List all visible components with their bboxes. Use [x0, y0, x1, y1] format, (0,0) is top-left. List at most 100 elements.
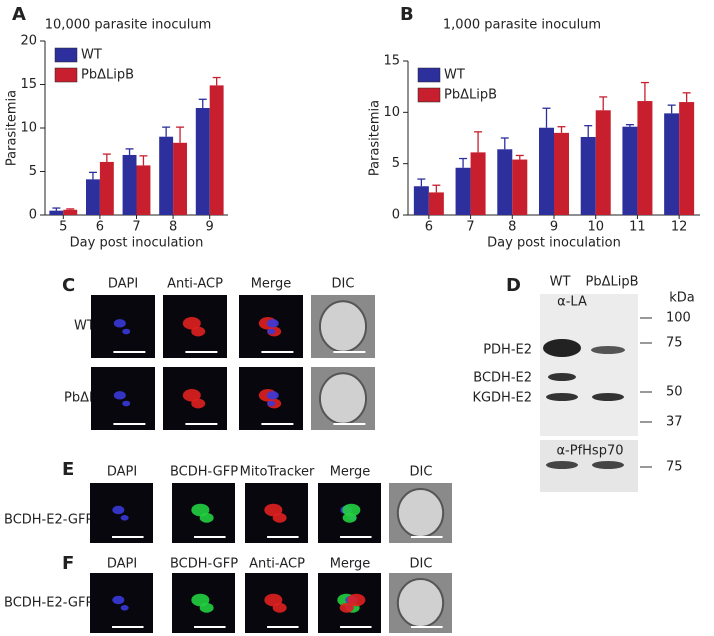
bar [413, 186, 429, 215]
bar [595, 110, 611, 215]
y-tick-label: 15 [20, 77, 37, 92]
bar [497, 149, 513, 215]
lane-label: WT [550, 275, 571, 290]
y-tick-label: 10 [383, 105, 400, 120]
bar [539, 127, 554, 215]
band-label: BCDH-E2 [473, 371, 532, 386]
y-tick-label: 0 [29, 208, 37, 223]
band [592, 461, 624, 469]
x-tick-label: 9 [206, 220, 214, 235]
x-tick-label: 7 [466, 220, 474, 235]
signal [342, 512, 357, 523]
y-tick-label: 15 [383, 54, 400, 69]
signal [191, 398, 206, 409]
column-label: DIC [410, 465, 433, 480]
legend-label: PbΔLipB [444, 88, 497, 103]
y-tick-label: 5 [392, 156, 400, 171]
bar [455, 167, 471, 215]
column-label: DIC [332, 277, 355, 292]
band [546, 393, 578, 401]
bar [554, 132, 569, 215]
marker: 50 [666, 385, 683, 400]
bar [428, 192, 444, 215]
chart-title: 1,000 parasite inoculum [443, 18, 601, 33]
y-tick-label: 5 [29, 164, 37, 179]
signal [122, 400, 131, 407]
signal [199, 512, 214, 523]
column-label: DAPI [107, 557, 137, 572]
signal [266, 391, 279, 400]
y-tick-label: 10 [20, 121, 37, 136]
x-tick-label: 9 [550, 220, 558, 235]
row-label: BCDH-E2-GFP [4, 596, 93, 611]
panel-label: F [62, 553, 74, 574]
y-axis-label: Parasitemia [5, 90, 20, 166]
band-label: KGDH-E2 [472, 391, 532, 406]
band [548, 373, 576, 381]
signal [112, 505, 125, 515]
panel-label: D [506, 275, 521, 296]
band [592, 393, 624, 401]
panel-label: E [62, 459, 74, 480]
y-tick-label: 0 [392, 208, 400, 223]
marker: 100 [666, 311, 691, 326]
signal [182, 389, 201, 402]
x-tick-label: 11 [629, 220, 646, 235]
signal [342, 503, 361, 517]
bar [63, 209, 78, 215]
bar [49, 210, 64, 215]
signal [182, 317, 201, 330]
signal [272, 602, 287, 613]
legend-label: WT [444, 68, 465, 83]
panel-label: A [12, 4, 26, 25]
bar [159, 136, 174, 215]
x-tick-label: 5 [59, 220, 67, 235]
column-label: Merge [330, 557, 371, 572]
cell [396, 578, 445, 628]
column-label: MitoTracker [240, 465, 315, 480]
signal [113, 391, 126, 400]
marker: 75 [666, 460, 683, 475]
x-axis-label: Day post inoculation [70, 236, 204, 251]
x-tick-label: 7 [132, 220, 140, 235]
signal [122, 328, 131, 335]
x-tick-label: 8 [169, 220, 177, 235]
legend-swatch [417, 87, 441, 103]
lane-label: PbΔLipB [585, 275, 638, 290]
legend-swatch [417, 67, 441, 83]
signal [272, 512, 287, 523]
marker: 37 [666, 415, 683, 430]
signal [266, 319, 279, 328]
bar [99, 161, 114, 215]
panel-label: B [400, 4, 414, 25]
x-tick-label: 6 [425, 220, 433, 235]
legend-label: PbΔLipB [81, 68, 134, 83]
signal [113, 319, 126, 328]
blot [540, 294, 638, 436]
bar [512, 159, 528, 215]
y-tick-label: 20 [20, 34, 37, 49]
signal [339, 602, 354, 613]
bar [122, 154, 137, 215]
signal [112, 595, 125, 605]
column-label: DAPI [107, 465, 137, 480]
bar [580, 136, 596, 215]
chart-title: 10,000 parasite inoculum [45, 18, 211, 33]
signal [267, 328, 276, 335]
x-axis-label: Day post inoculation [487, 236, 621, 251]
column-label: DAPI [108, 277, 138, 292]
bar [679, 102, 695, 215]
row-label: WT [74, 319, 95, 334]
band [543, 339, 581, 357]
bar [173, 142, 188, 215]
column-label: Merge [251, 277, 292, 292]
x-tick-label: 6 [96, 220, 104, 235]
signal [120, 515, 129, 521]
band [546, 461, 578, 469]
column-label: BCDH-GFP [170, 465, 238, 480]
bar [637, 101, 653, 215]
signal [267, 400, 276, 407]
x-tick-label: 10 [587, 220, 604, 235]
x-tick-label: 8 [508, 220, 516, 235]
